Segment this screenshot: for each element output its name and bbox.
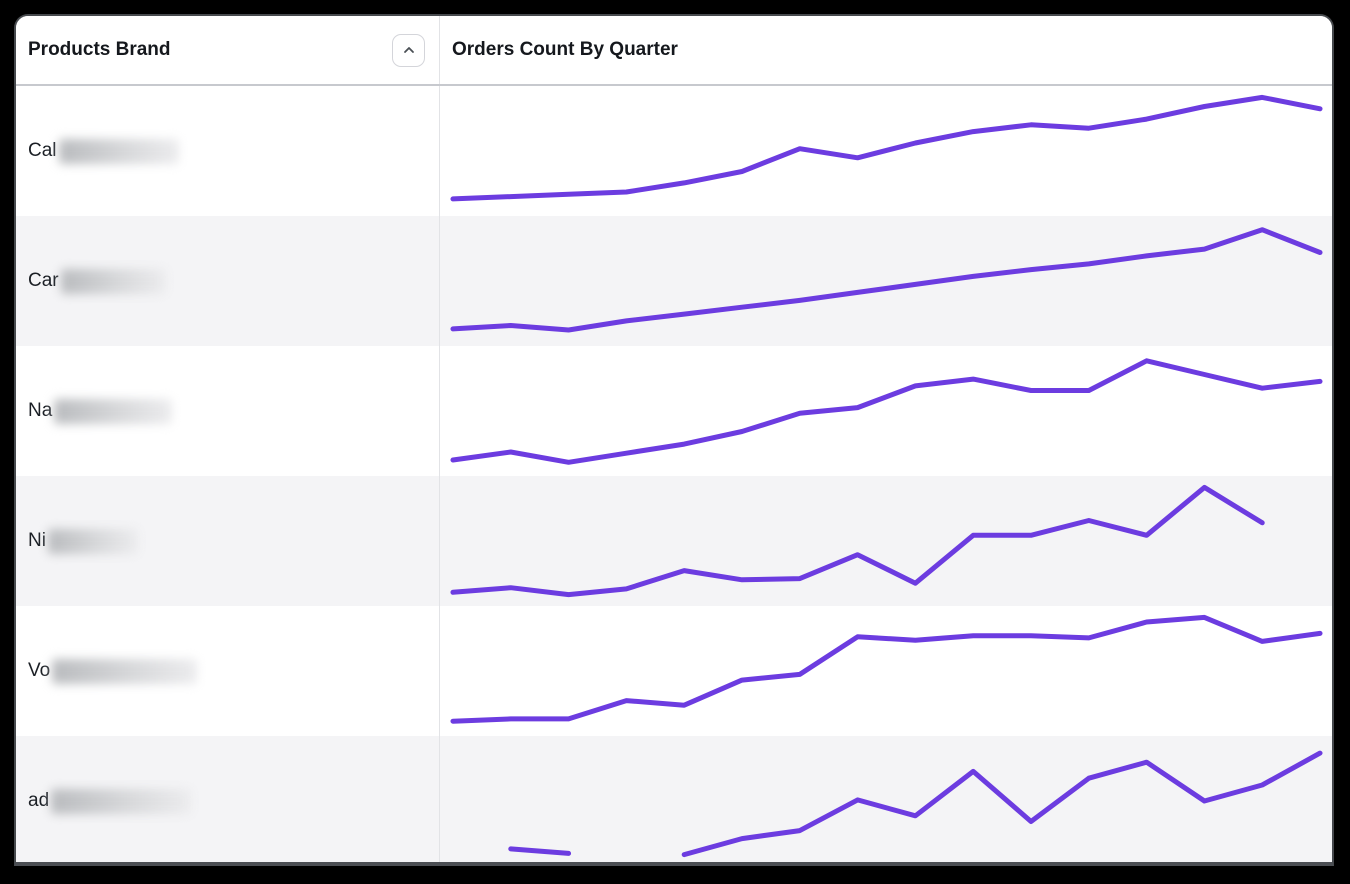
brand-cell: ad [16,736,440,862]
redacted-brand-blur [47,528,138,554]
redacted-brand-blur [60,268,166,294]
sparkline-cell [440,216,1332,346]
sparkline-cell [440,86,1332,216]
redacted-brand-blur [52,658,198,684]
sparkline-cell [440,736,1332,862]
column-header-orders-count: Orders Count By Quarter [440,16,1332,84]
redacted-brand-blur [54,398,173,424]
brand-label-prefix: Car [28,270,59,291]
results-table-card: Products Brand Orders Count By Quarter C… [14,14,1334,866]
table-row: Cal [16,86,1332,216]
table-row: Vo [16,606,1332,736]
brand-cell: Na [16,346,440,476]
sparkline-cell [440,346,1332,476]
sparkline-cell [440,606,1332,736]
redacted-brand-blur [51,788,192,814]
sparkline-cell [440,476,1332,606]
table-row: Na [16,346,1332,476]
brand-cell: Vo [16,606,440,736]
sparkline-chart [450,614,1323,724]
chevron-up-icon [402,43,416,57]
brand-label-prefix: ad [28,790,50,811]
table-row: ad [16,736,1332,862]
table-row: Car [16,216,1332,346]
column-header-products-brand: Products Brand [16,16,440,84]
orders-count-header-label: Orders Count By Quarter [452,39,678,60]
sparkline-chart [508,750,1323,858]
brand-label-prefix: Vo [28,660,51,681]
table-body: Cal Car Na Ni [16,86,1332,862]
sparkline-chart [450,484,1265,598]
brand-label-prefix: Na [28,400,53,421]
brand-cell: Cal [16,86,440,216]
brand-cell: Car [16,216,440,346]
sort-button[interactable] [392,33,425,67]
brand-label-prefix: Ni [28,530,46,551]
brand-label-prefix: Cal [28,140,57,161]
redacted-brand-blur [58,138,179,164]
brand-cell: Ni [16,476,440,606]
sparkline-chart [450,94,1323,202]
table-header-row: Products Brand Orders Count By Quarter [16,16,1332,86]
sparkline-chart [450,358,1323,465]
sparkline-chart [450,227,1323,333]
products-brand-header-label: Products Brand [28,39,171,60]
table-row: Ni [16,476,1332,606]
